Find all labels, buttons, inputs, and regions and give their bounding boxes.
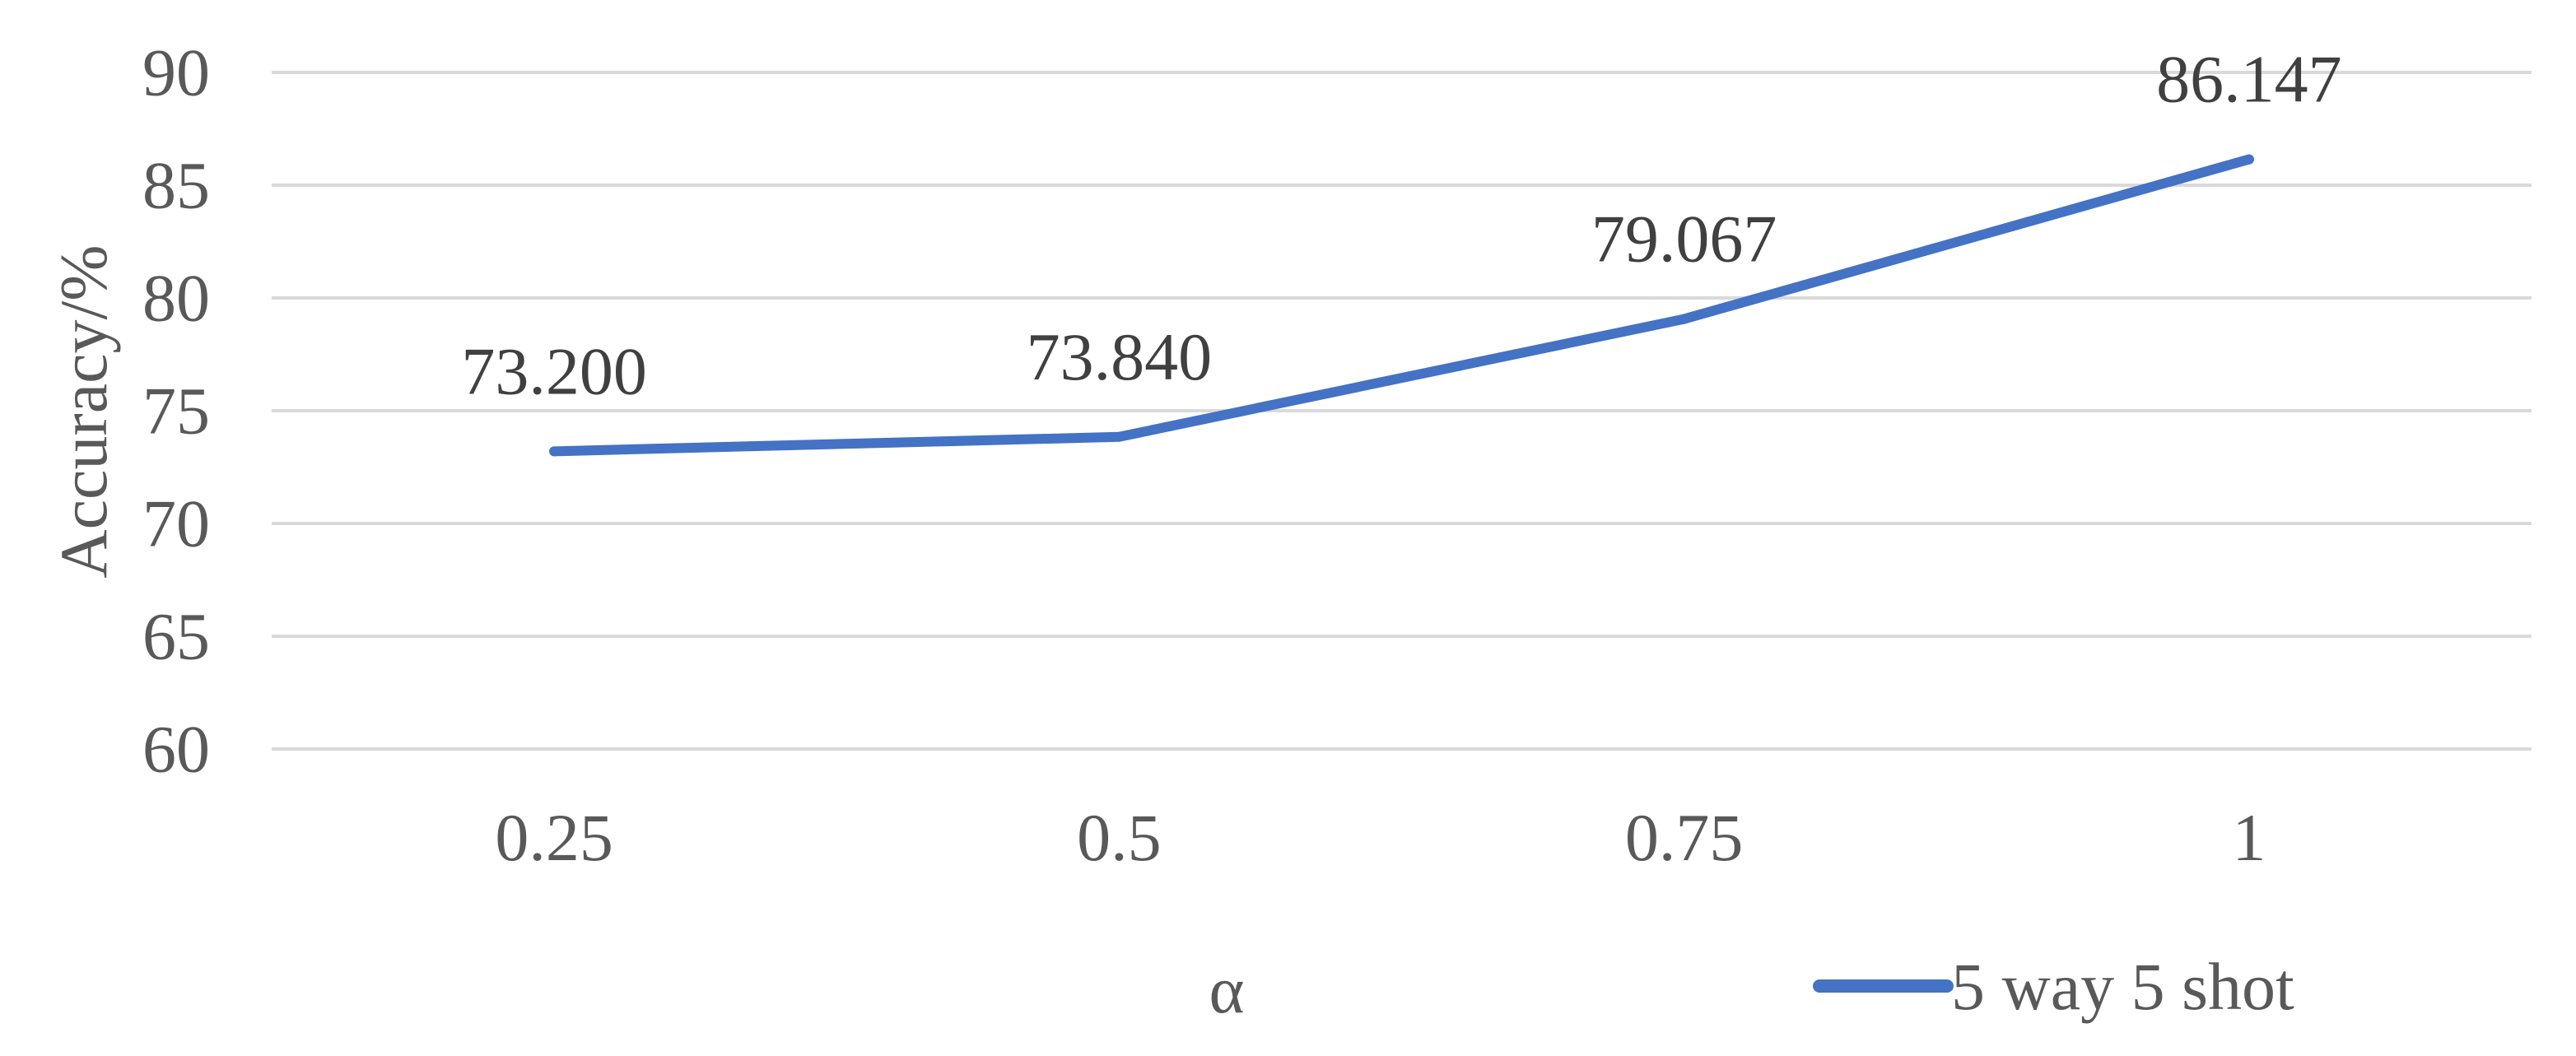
data-label: 73.200 xyxy=(461,333,647,408)
data-point xyxy=(1679,314,1689,324)
y-tick-label: 75 xyxy=(142,374,210,449)
y-tick-label: 90 xyxy=(142,35,210,110)
x-tick-label: 0.75 xyxy=(1625,800,1744,875)
data-label: 86.147 xyxy=(2156,42,2342,117)
x-tick-label: 1 xyxy=(2232,800,2266,875)
legend: 5 way 5 shot xyxy=(1813,949,2294,1024)
data-point xyxy=(1114,431,1125,442)
x-tick-label: 0.5 xyxy=(1077,800,1162,875)
y-tick-label: 80 xyxy=(142,261,210,336)
series-layer xyxy=(549,154,2254,457)
y-tick-label: 60 xyxy=(142,712,210,787)
x-axis-title: α xyxy=(1209,952,1245,1027)
y-tick-label: 85 xyxy=(142,148,210,223)
y-tick-label: 65 xyxy=(142,599,210,674)
series-line-0 xyxy=(549,154,2254,457)
legend-label: 5 way 5 shot xyxy=(1951,949,2294,1024)
x-axis-tick-labels: 0.25 0.5 0.75 1 xyxy=(495,800,2266,875)
data-labels: 73.200 73.840 79.067 86.147 xyxy=(461,42,2341,409)
y-axis-tick-labels: 60 65 70 75 80 85 90 xyxy=(142,35,210,787)
gridlines xyxy=(272,71,2532,751)
x-tick-label: 0.25 xyxy=(495,800,613,875)
data-label: 79.067 xyxy=(1591,202,1777,277)
data-label: 73.840 xyxy=(1027,319,1213,394)
data-point xyxy=(2243,154,2254,165)
data-point xyxy=(549,446,560,457)
y-axis-title: Accuracy/% xyxy=(46,244,121,578)
y-tick-label: 70 xyxy=(142,486,210,561)
